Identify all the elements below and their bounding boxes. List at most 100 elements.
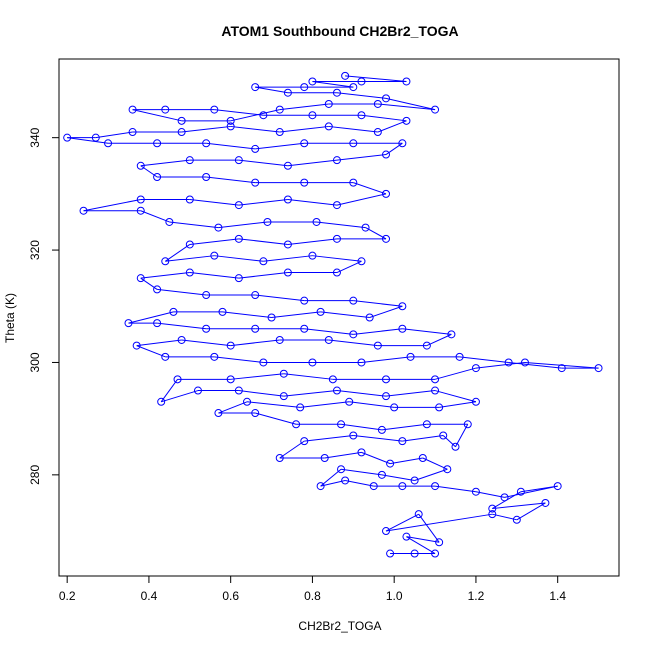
data-point	[373, 128, 382, 137]
data-point	[136, 206, 145, 215]
data-point	[324, 122, 333, 131]
series-segment	[132, 109, 182, 122]
data-point	[214, 409, 223, 418]
data-point	[332, 201, 341, 210]
series-segment	[161, 390, 199, 403]
y-tick-label: 300	[28, 352, 42, 372]
series-segment	[390, 457, 423, 465]
data-point	[398, 437, 407, 446]
series-segment	[353, 328, 403, 335]
series-segment	[418, 513, 440, 543]
series-segment	[246, 401, 301, 408]
data-point	[345, 397, 354, 406]
series-segment	[316, 221, 366, 229]
data-point	[153, 139, 162, 148]
series-segment	[426, 333, 452, 347]
x-tick-label: 0.6	[222, 589, 239, 603]
series-segment	[406, 536, 440, 543]
series-segment	[164, 244, 191, 262]
series-segment	[140, 165, 158, 178]
series-segment	[361, 356, 411, 363]
data-point	[251, 409, 260, 418]
data-point	[369, 482, 378, 491]
data-point	[234, 386, 243, 395]
data-point	[251, 324, 260, 333]
data-point	[349, 139, 358, 148]
series-segment	[189, 238, 239, 245]
series-segment	[475, 491, 505, 498]
series-segment	[504, 485, 558, 498]
data-point	[332, 234, 341, 243]
data-point	[308, 358, 317, 367]
data-point	[471, 364, 480, 373]
data-point	[202, 139, 211, 148]
data-point	[488, 510, 497, 519]
series-segment	[206, 176, 256, 184]
data-point	[153, 285, 162, 294]
series-segment	[238, 390, 284, 397]
data-point	[136, 161, 145, 170]
data-point	[500, 493, 509, 502]
x-tick-label: 1.0	[386, 589, 403, 603]
data-point	[63, 133, 72, 142]
series-segment	[214, 356, 264, 363]
series-segment	[385, 513, 493, 532]
series-segment	[140, 159, 190, 167]
data-point	[398, 482, 407, 491]
data-point	[357, 448, 366, 457]
series-segment	[287, 198, 338, 206]
series-segment	[320, 311, 370, 318]
data-point	[316, 307, 325, 316]
data-point	[541, 498, 550, 507]
data-point	[210, 105, 219, 114]
series-segment	[381, 474, 415, 481]
series-segment	[361, 451, 391, 465]
series-segment	[128, 311, 174, 324]
series-segment	[279, 125, 329, 133]
data-point	[431, 105, 440, 114]
series-segment	[304, 435, 354, 442]
data-point	[431, 549, 440, 558]
data-point	[431, 375, 440, 384]
series-segment	[340, 423, 382, 431]
series-segment	[238, 238, 288, 245]
data-point	[267, 313, 276, 322]
data-point	[451, 442, 460, 451]
series-segment	[271, 311, 321, 318]
data-point	[283, 161, 292, 170]
data-point	[251, 83, 260, 92]
series-segment	[345, 479, 374, 487]
data-point	[243, 397, 252, 406]
series-segment	[283, 390, 338, 397]
data-point	[377, 425, 386, 434]
series-segment	[381, 423, 427, 431]
data-point	[349, 178, 358, 187]
data-point	[398, 324, 407, 333]
data-point	[177, 128, 186, 137]
series-segment	[434, 367, 477, 380]
data-point	[557, 364, 566, 373]
y-tick-label: 320	[28, 240, 42, 260]
data-point	[361, 223, 370, 232]
data-point	[349, 431, 358, 440]
series-segment	[263, 255, 313, 262]
data-point	[124, 319, 133, 328]
data-point	[435, 538, 444, 547]
data-point	[594, 364, 603, 373]
data-point	[316, 482, 325, 491]
series-segment	[230, 339, 280, 347]
data-point	[275, 128, 284, 137]
data-point	[357, 77, 366, 86]
data-point	[185, 195, 194, 204]
data-point	[128, 128, 137, 137]
data-point	[161, 257, 170, 266]
data-point	[300, 178, 309, 187]
data-point	[349, 83, 358, 92]
series-segment	[361, 114, 407, 122]
series-segment	[336, 193, 387, 206]
data-point	[447, 330, 456, 339]
series-segment	[422, 457, 448, 470]
series-segment	[206, 142, 256, 150]
chart-title: ATOM1 Southbound CH2Br2_TOGA	[221, 23, 458, 39]
